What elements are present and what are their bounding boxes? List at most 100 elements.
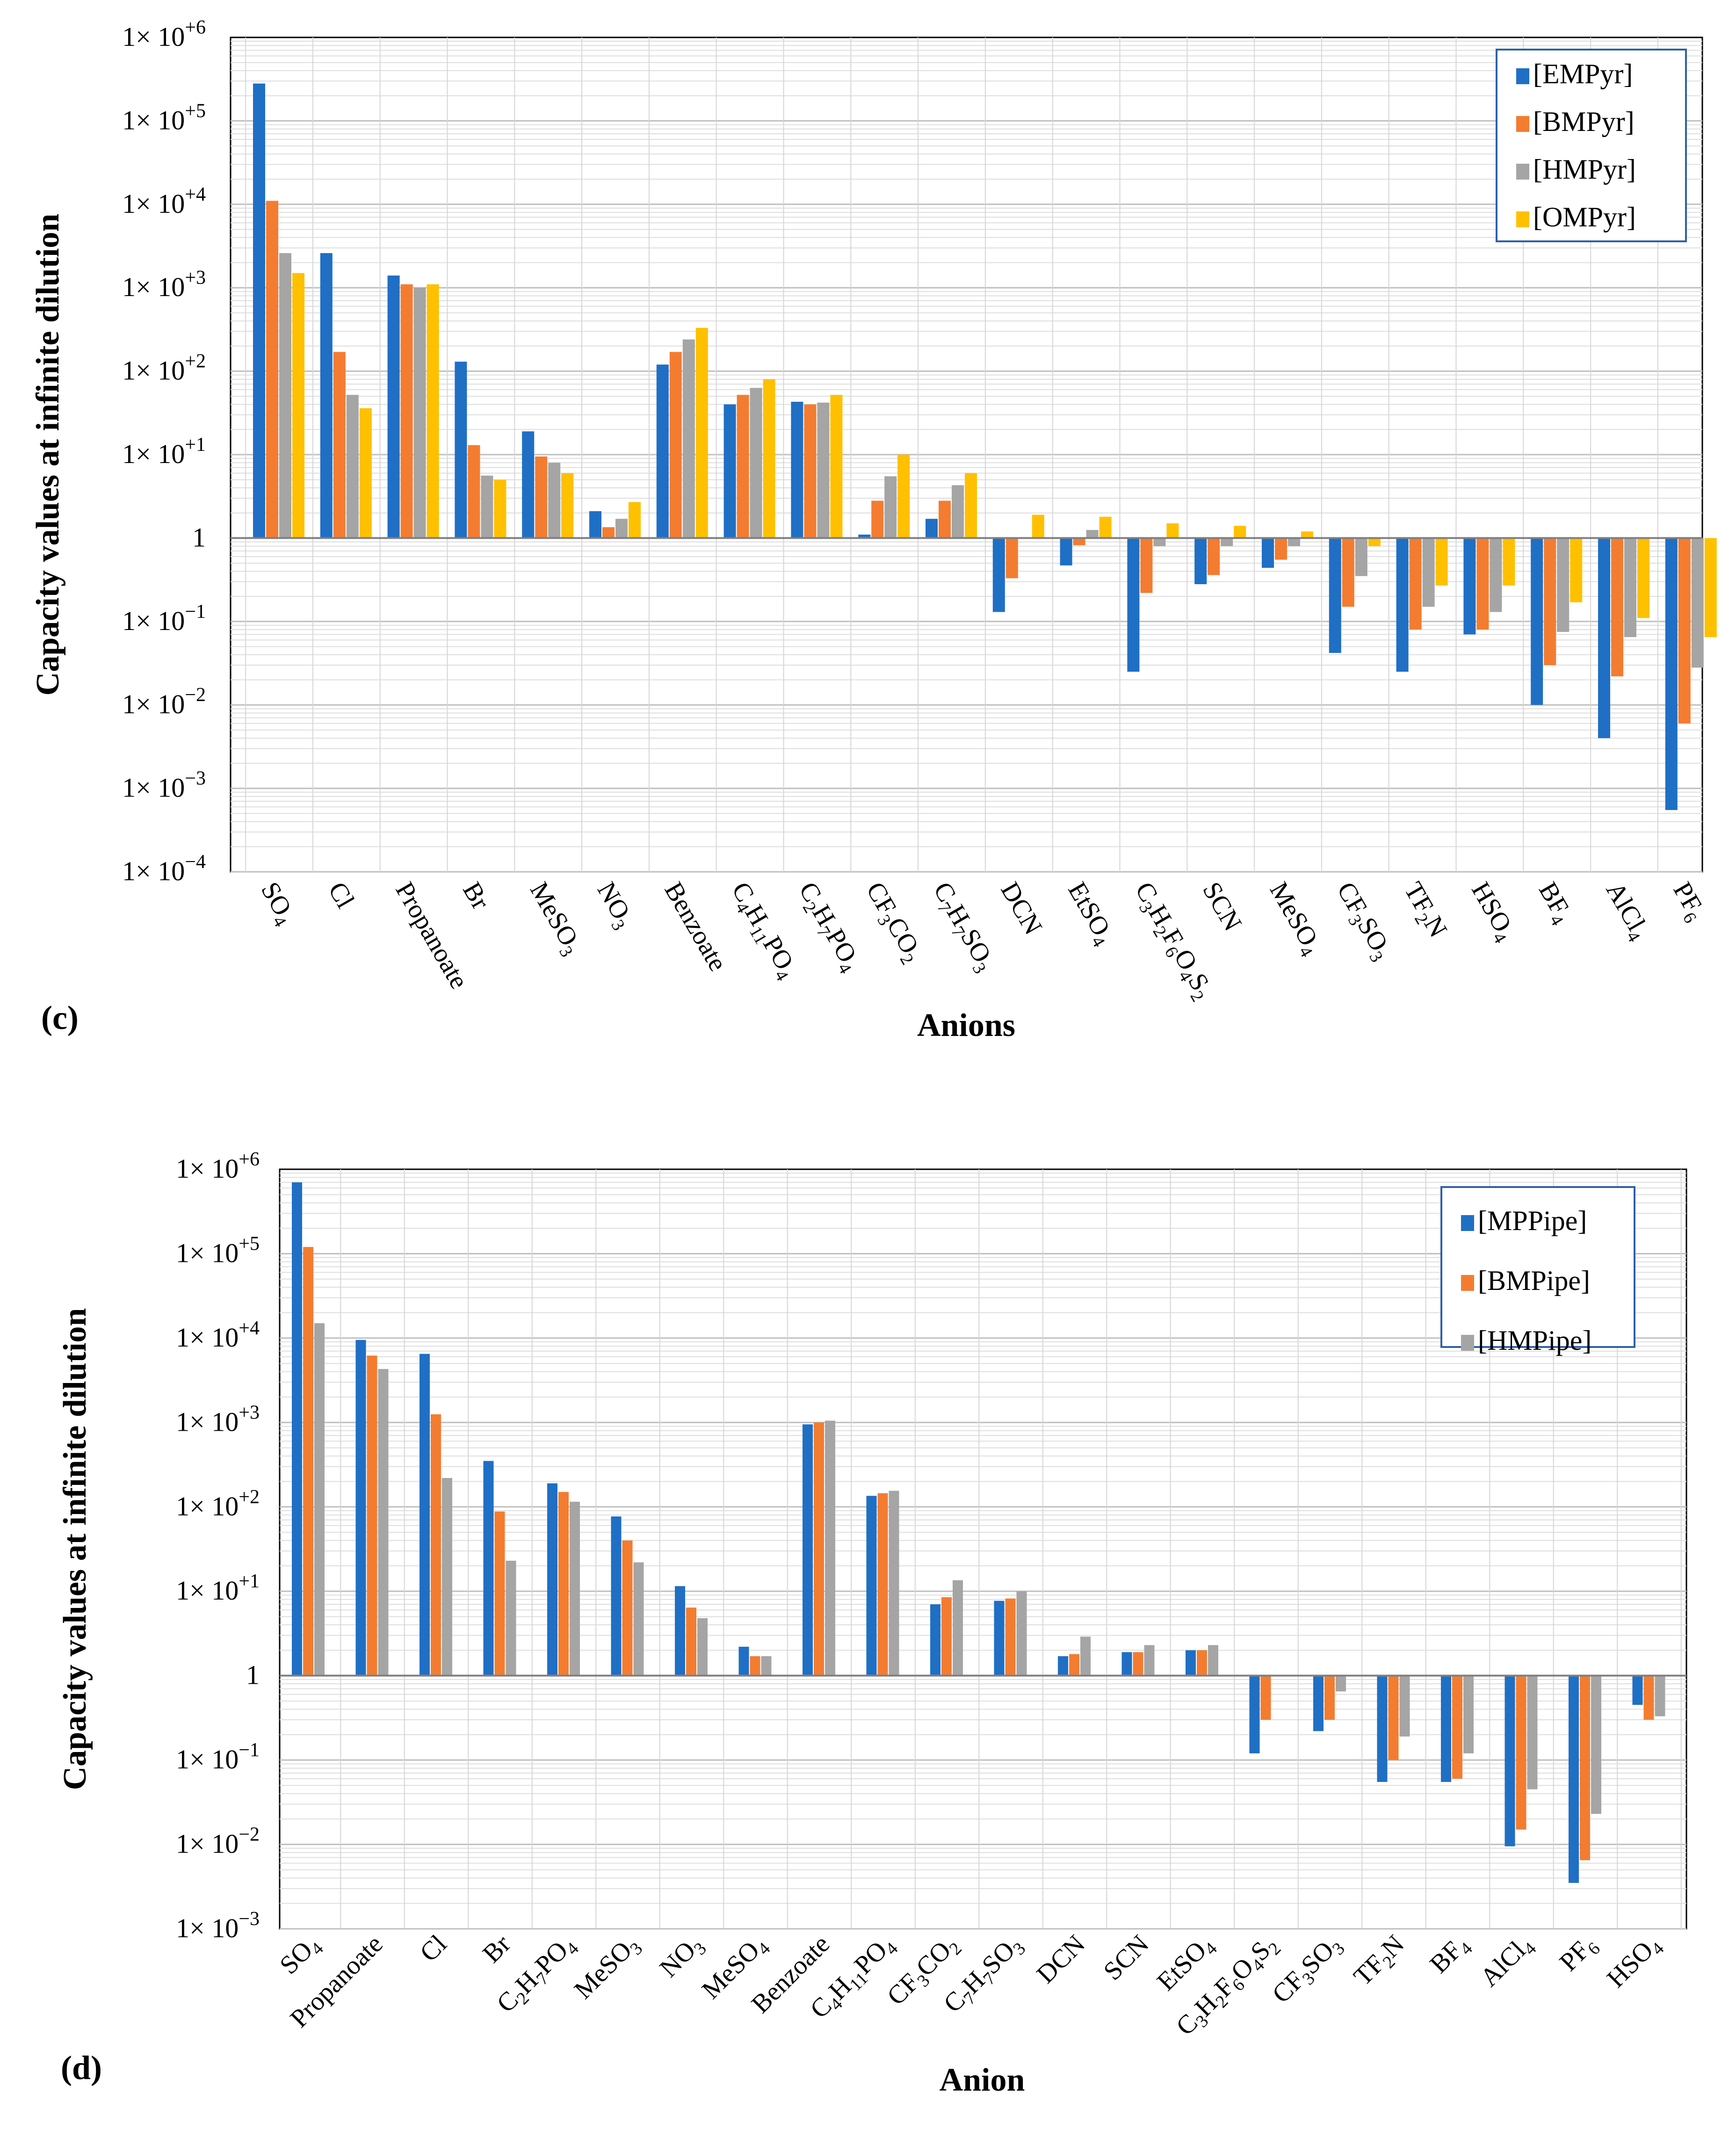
bar xyxy=(1503,538,1515,586)
bars-d xyxy=(292,1182,1665,1883)
legend-entry: [BMPyr] xyxy=(1533,106,1635,137)
x-tick-label: Cl xyxy=(323,877,360,913)
bar xyxy=(1301,531,1313,538)
bar xyxy=(930,1604,940,1676)
legend-swatch xyxy=(1516,116,1529,132)
bar xyxy=(547,1483,557,1676)
x-tick-label: C2H7PO4 xyxy=(790,877,867,978)
bar xyxy=(1463,1675,1474,1753)
bar xyxy=(791,401,803,538)
bar xyxy=(656,364,669,538)
bar xyxy=(965,473,977,538)
bar xyxy=(1069,1654,1079,1676)
legend-swatch xyxy=(1516,164,1529,180)
legend-swatch xyxy=(1461,1335,1474,1351)
bar xyxy=(413,288,426,538)
bar xyxy=(615,519,628,538)
bar xyxy=(1557,538,1570,632)
bar xyxy=(889,1491,899,1676)
y-tick-label: 1× 10+2 xyxy=(176,1486,260,1521)
bar xyxy=(1355,538,1367,576)
bar xyxy=(723,404,736,538)
bar xyxy=(682,339,695,538)
bar xyxy=(303,1247,313,1676)
bar xyxy=(738,1646,749,1676)
y-axis-title-c: Capacity values at infinite dilution xyxy=(30,214,66,696)
bar xyxy=(355,1340,366,1676)
bar xyxy=(314,1323,325,1676)
bar xyxy=(1624,538,1636,637)
bar xyxy=(1221,538,1233,546)
bar xyxy=(483,1461,494,1676)
y-tick-labels-d: 1× 10+6 1× 10+5 1× 10+4 1× 10+3 1× 10+2 1× 10… xyxy=(176,1149,260,1943)
bar xyxy=(1505,1675,1515,1847)
bar xyxy=(1637,538,1649,618)
bar xyxy=(1569,1675,1579,1883)
bar xyxy=(602,527,615,538)
x-tick-label: EtSO4 xyxy=(1059,877,1120,951)
bar xyxy=(941,1597,952,1676)
bar xyxy=(1368,538,1381,546)
bar xyxy=(1140,538,1153,593)
bar xyxy=(830,395,843,538)
y-axis-title-d: Capacity values at infinite dilution xyxy=(57,1308,93,1790)
bar xyxy=(1005,1598,1016,1676)
bar xyxy=(468,445,480,538)
bar xyxy=(1422,538,1435,607)
bar xyxy=(992,538,1005,612)
bar xyxy=(629,502,641,538)
x-tick-label: AlCl4 xyxy=(1597,877,1656,946)
legend-entry: [HMPyr] xyxy=(1533,154,1636,185)
bar xyxy=(494,479,506,538)
panel-label-d: (d) xyxy=(61,2049,102,2086)
bar xyxy=(506,1560,516,1676)
bar xyxy=(266,201,278,538)
legend-entry: [EMPyr] xyxy=(1533,58,1633,89)
bar xyxy=(1396,538,1409,672)
legend-entry: [HMPipe] xyxy=(1478,1325,1591,1356)
bar xyxy=(871,500,884,538)
bar xyxy=(622,1540,633,1676)
gridlines-c xyxy=(231,37,1702,873)
bar xyxy=(611,1516,622,1676)
bar xyxy=(1329,538,1341,653)
bar xyxy=(1133,1652,1143,1676)
y-tick-label: 1× 10+6 xyxy=(176,1149,260,1184)
x-tick-label: NO3 xyxy=(654,1929,710,1985)
bar xyxy=(1144,1645,1155,1676)
bar xyxy=(494,1511,505,1676)
y-tick-label: 1× 10−3 xyxy=(176,1908,260,1943)
bar xyxy=(561,473,574,538)
bar xyxy=(1377,1675,1388,1782)
bar xyxy=(1208,1645,1218,1676)
bar xyxy=(803,1424,813,1676)
bar xyxy=(1516,1675,1526,1830)
x-tick-label: TF2N xyxy=(1395,877,1453,944)
bar xyxy=(994,1600,1005,1676)
x-tick-label: MeSO3 xyxy=(569,1929,646,2007)
legend-entry: [OMPyr] xyxy=(1533,202,1636,232)
bar xyxy=(1194,538,1207,585)
x-tick-label: BF4 xyxy=(1530,877,1578,929)
bar xyxy=(589,511,601,538)
bar xyxy=(333,352,346,538)
bar xyxy=(1197,1650,1207,1676)
bar xyxy=(1336,1675,1346,1692)
bar xyxy=(763,379,775,538)
bar xyxy=(1409,538,1422,630)
bar xyxy=(1086,530,1099,538)
x-tick-label: C7H7SO3 xyxy=(925,877,1001,978)
x-tick-label: SCN xyxy=(1098,1929,1155,1986)
bar xyxy=(535,456,548,538)
bar xyxy=(825,1420,835,1676)
chart-panel-d: 1× 10+6 1× 10+5 1× 10+4 1× 10+3 1× 10+2 1× 10… xyxy=(57,1149,1687,2098)
bar xyxy=(570,1501,580,1676)
x-tick-label: PF6 xyxy=(1554,1929,1604,1979)
bar xyxy=(1527,1675,1538,1789)
bar xyxy=(1208,538,1220,575)
bar xyxy=(1262,538,1274,568)
x-tick-label: DCN xyxy=(995,877,1048,940)
